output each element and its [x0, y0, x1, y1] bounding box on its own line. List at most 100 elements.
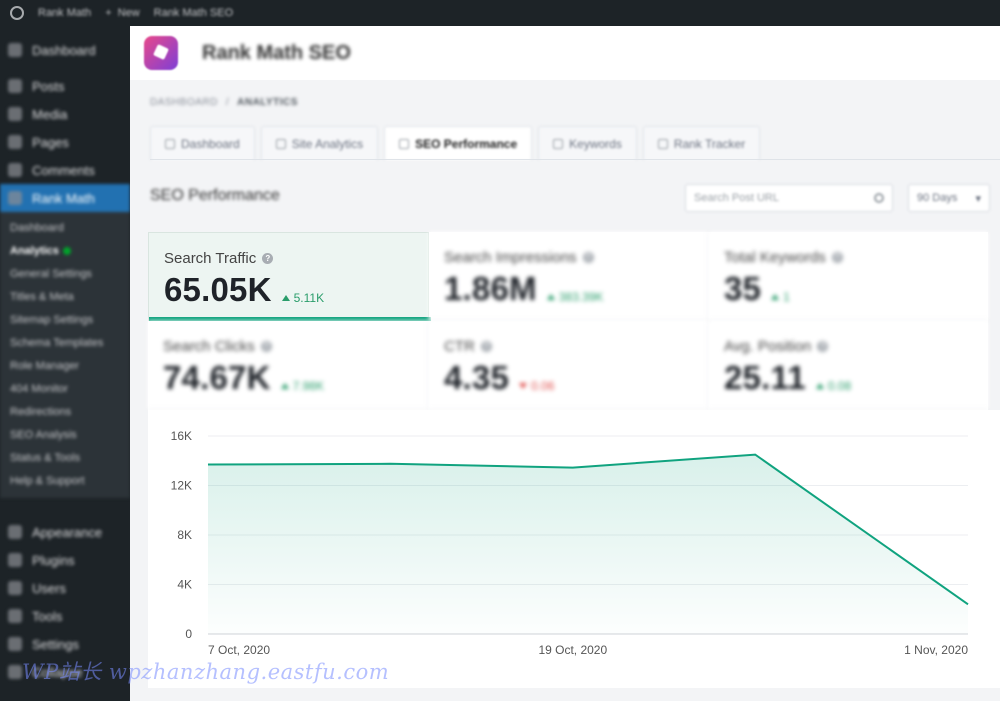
help-icon[interactable]: ?	[260, 341, 272, 352]
comment-icon	[8, 163, 22, 177]
sidebar-item-dashboard[interactable]: Dashboard	[0, 36, 130, 64]
x-tick-label: 1 Nov, 2020	[904, 643, 968, 657]
sidebar-item-plugins[interactable]: Plugins	[0, 546, 130, 574]
sidebar-item-posts[interactable]: Posts	[0, 72, 130, 100]
sidebar-item-comments[interactable]: Comments	[0, 156, 130, 184]
y-tick-label: 4K	[177, 578, 192, 592]
submenu-item[interactable]: Dashboard	[10, 221, 64, 234]
admin-bar-site[interactable]: Rank Math	[38, 7, 92, 19]
submenu-item[interactable]: 404 Monitor	[10, 382, 69, 395]
stat-value: 4.35	[444, 359, 510, 396]
submenu-item[interactable]: General Settings	[10, 267, 92, 280]
breadcrumb: DASHBOARD / ANALYTICS	[150, 97, 298, 108]
submenu-item[interactable]: Sitemap Settings	[10, 313, 94, 326]
stat-delta: 7.98K	[280, 379, 324, 393]
sidebar-item-tools[interactable]: Tools	[0, 602, 130, 630]
stat-total-keywords[interactable]: Total Keywords? 35 1	[709, 232, 988, 321]
sidebar-item-rank-math[interactable]: Rank Math	[0, 184, 130, 212]
submenu-item-analytics[interactable]: Analytics	[0, 239, 130, 262]
tabs-divider	[150, 159, 1000, 160]
tab-icon	[553, 138, 564, 149]
x-tick-label: 7 Oct, 2020	[208, 643, 270, 657]
tab-site-analytics[interactable]: Site Analytics	[260, 126, 379, 160]
rank-math-icon	[8, 191, 22, 205]
sidebar-item-collapse[interactable]: Collapse	[0, 658, 130, 686]
stat-label: Search Clicks	[163, 338, 255, 355]
admin-bar-new[interactable]: + New	[105, 7, 140, 19]
pin-icon	[8, 79, 22, 93]
arrow-up-icon	[815, 383, 824, 389]
breadcrumb-current: ANALYTICS	[237, 97, 298, 108]
stat-avg-position[interactable]: Avg. Position? 25.11 0.08	[709, 321, 988, 410]
stat-search-clicks[interactable]: Search Clicks? 74.67K 7.98K	[148, 321, 429, 410]
sidebar-item-settings[interactable]: Settings	[0, 630, 130, 658]
tab-keywords[interactable]: Keywords	[538, 126, 637, 160]
submenu-item[interactable]: SEO Analysis	[10, 428, 77, 441]
y-tick-label: 8K	[177, 528, 192, 542]
stat-delta: 0.08	[815, 379, 851, 393]
brush-icon	[8, 525, 22, 539]
stat-value: 1.86M	[444, 270, 537, 307]
watermark: WP站长 wpzhanzhang.eastfu.com	[22, 660, 390, 684]
tab-icon	[165, 138, 175, 149]
page-title: Rank Math SEO	[202, 41, 351, 64]
user-icon	[8, 581, 22, 595]
sidebar-item-users[interactable]: Users	[0, 574, 130, 602]
search-icon[interactable]	[874, 193, 884, 203]
tab-dashboard[interactable]: Dashboard	[150, 126, 255, 160]
help-icon[interactable]: ?	[831, 252, 843, 263]
plugin-icon	[8, 553, 22, 567]
arrow-up-icon	[281, 295, 290, 301]
sidebar-item-pages[interactable]: Pages	[0, 128, 130, 156]
stat-label: Search Traffic	[164, 250, 257, 267]
stats-grid: Search Traffic? 65.05K 5.11K Search Impr…	[148, 232, 988, 410]
stat-delta: 5.11K	[281, 291, 324, 305]
submenu-item[interactable]: Redirections	[10, 405, 72, 418]
arrow-up-icon	[771, 294, 780, 300]
x-tick-label: 19 Oct, 2020	[538, 643, 607, 657]
tab-rank-tracker[interactable]: Rank Tracker	[642, 126, 761, 160]
wrench-icon	[8, 609, 22, 623]
analytics-tabs: Dashboard Site Analytics SEO Performance…	[150, 126, 761, 160]
stat-search-traffic[interactable]: Search Traffic? 65.05K 5.11K	[148, 232, 431, 321]
submenu-item[interactable]: Schema Templates	[10, 336, 104, 349]
stat-label: CTR	[444, 338, 475, 355]
help-icon[interactable]: ?	[262, 253, 274, 264]
date-range-select[interactable]: 90 Days ▾	[908, 184, 990, 212]
tab-icon	[275, 138, 286, 149]
tab-seo-performance[interactable]: SEO Performance	[384, 126, 533, 160]
settings-icon	[8, 637, 22, 651]
admin-bar-rankmath[interactable]: Rank Math SEO	[153, 7, 234, 19]
stat-value: 25.11	[724, 359, 806, 396]
plugin-header: Rank Math SEO	[130, 26, 1000, 80]
y-tick-label: 16K	[171, 429, 192, 443]
traffic-chart-svg: 0 4K 8K 12K 16K 7 Oct, 2020 19 Oct, 2020 1 Nov…	[171, 429, 969, 657]
traffic-chart: 0 4K 8K 12K 16K 7 Oct, 2020 19 Oct, 2020 1 Nov…	[148, 410, 1000, 688]
wordpress-logo-icon[interactable]	[10, 6, 24, 20]
arrow-up-icon	[280, 383, 289, 389]
submenu-item[interactable]: Status & Tools	[10, 451, 81, 464]
media-icon	[8, 107, 22, 121]
submenu-item[interactable]: Titles & Meta	[10, 290, 74, 303]
submenu-item[interactable]: Role Manager	[10, 359, 80, 372]
main-content: Rank Math SEO DASHBOARD / ANALYTICS Dash…	[130, 26, 1000, 701]
stat-label: Total Keywords	[724, 249, 826, 266]
page-icon	[8, 135, 22, 149]
stat-ctr[interactable]: CTR? 4.35 0.06	[429, 321, 709, 410]
breadcrumb-link[interactable]: DASHBOARD	[150, 97, 218, 108]
plus-icon: +	[105, 7, 112, 19]
rank-math-submenu: Dashboard Analytics General Settings Tit…	[0, 212, 130, 498]
search-post-input[interactable]: Search Post URL	[685, 184, 893, 212]
collapse-icon	[8, 665, 22, 679]
help-icon[interactable]: ?	[582, 252, 594, 263]
sidebar-item-appearance[interactable]: Appearance	[0, 518, 130, 546]
y-tick-label: 12K	[171, 479, 192, 493]
stat-search-impressions[interactable]: Search Impressions? 1.86M 383.39K	[429, 232, 709, 321]
help-icon[interactable]: ?	[480, 341, 492, 352]
stat-label: Search Impressions	[444, 249, 577, 266]
tab-icon	[657, 138, 668, 149]
sidebar-item-media[interactable]: Media	[0, 100, 130, 128]
submenu-item[interactable]: Help & Support	[10, 474, 85, 487]
rank-math-logo-icon	[144, 36, 178, 70]
help-icon[interactable]: ?	[817, 341, 829, 352]
